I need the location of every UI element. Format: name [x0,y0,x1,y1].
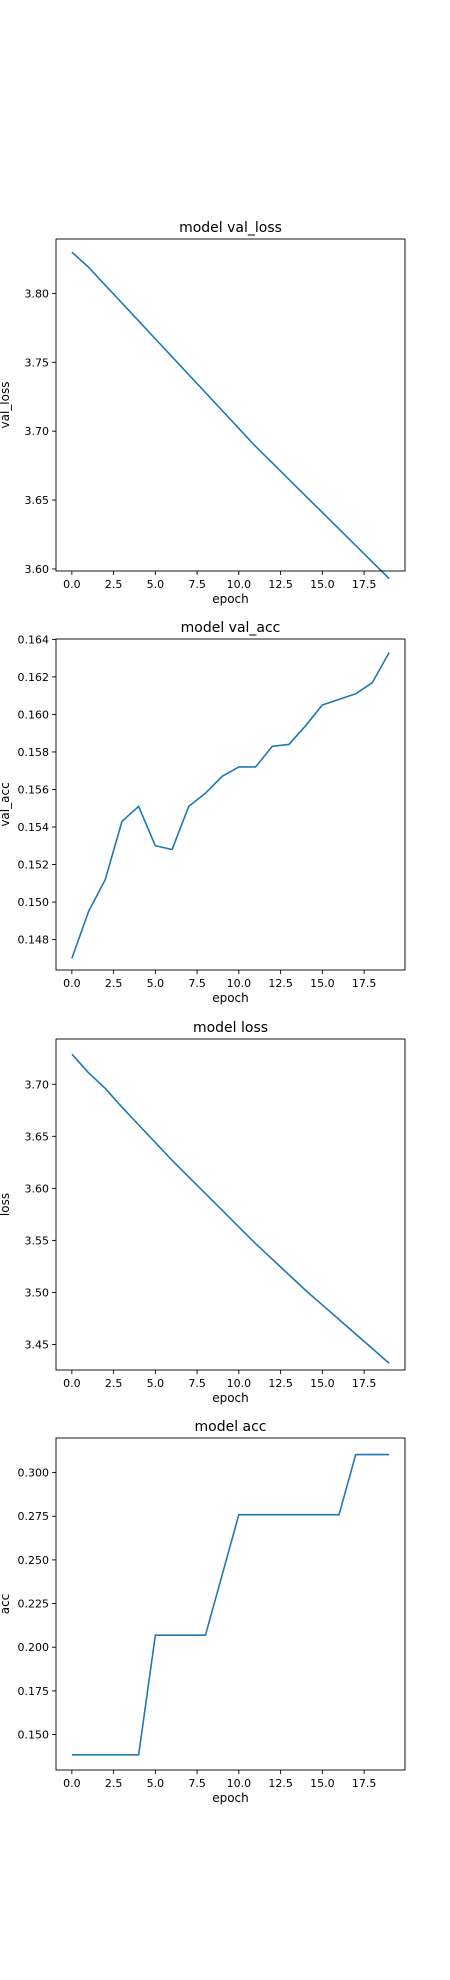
x-tick-label: 12.5 [268,977,293,990]
x-tick-label: 10.0 [227,1777,252,1790]
x-tick-label: 5.0 [147,1377,165,1390]
y-tick-label: 3.60 [25,1182,50,1195]
x-tick-label: 2.5 [105,578,123,591]
x-tick-label: 5.0 [147,1777,165,1790]
y-tick-label: 3.50 [25,1286,50,1299]
axes-frame [55,1038,406,1371]
y-tick-label: 0.156 [18,783,50,796]
y-tick-label: 0.250 [18,1554,50,1567]
axes-frame [55,238,406,572]
y-tick-label: 0.275 [18,1510,50,1523]
y-tick-label: 3.75 [25,356,50,369]
y-tick-label: 0.158 [18,746,50,759]
y-tick-label: 0.150 [18,1729,50,1742]
y-tick-label: 0.300 [18,1467,50,1480]
y-tick-label: 0.148 [18,934,50,947]
y-tick-label: 0.225 [18,1598,50,1611]
x-tick-label: 10.0 [227,977,252,990]
chart-title: model val_loss [179,220,282,236]
y-axis-label: acc [0,1594,12,1615]
y-tick-label: 3.45 [25,1338,50,1351]
y-axis-label: loss [0,1193,12,1216]
x-tick-label: 15.0 [310,578,335,591]
y-tick-label: 0.200 [18,1641,50,1654]
x-tick-label: 7.5 [188,1777,206,1790]
y-tick-label: 3.70 [25,1078,50,1091]
y-tick-label: 3.80 [25,287,50,300]
x-tick-label: 7.5 [188,977,206,990]
y-tick-label: 3.70 [25,425,50,438]
y-tick-label: 0.162 [18,671,50,684]
y-tick-label: 3.60 [25,563,50,576]
y-tick-label: 3.55 [25,1234,50,1247]
y-tick-label: 3.65 [25,494,50,507]
x-tick-label: 7.5 [188,578,206,591]
series-line [71,1453,390,1756]
x-tick-label: 17.5 [352,977,377,990]
x-tick-label: 12.5 [268,1377,293,1390]
chart-title: model acc [194,1419,266,1435]
chart-panel-model-val-acc: model val_acc 0.0 2.5 5.0 7.5 10.0 12.5 15.0 17.… [0,620,406,1005]
x-tick-label: 12.5 [268,578,293,591]
y-tick-label: 0.160 [18,708,50,721]
x-tick-label: 0.0 [63,1777,81,1790]
x-tick-label: 7.5 [188,1377,206,1390]
series-line [71,251,390,580]
chart-panel-model-acc: model acc 0.0 2.5 5.0 7.5 10.0 12.5 15.0 17.5 0.1… [0,1419,406,1805]
x-tick-label: 17.5 [352,578,377,591]
axes-frame [55,1437,406,1771]
x-axis-label: epoch [212,991,249,1005]
chart-panel-model-val-loss: model val_loss 0.0 2.5 5.0 7.5 10.0 12.5 15.0 17… [0,220,406,606]
chart-panel-model-loss: model loss 0.0 2.5 5.0 7.5 10.0 12.5 15.0 17.5 3.… [0,1020,406,1405]
x-axis-label: epoch [212,592,249,606]
x-tick-label: 15.0 [310,977,335,990]
y-axis-label: val_acc [0,782,12,826]
x-tick-label: 15.0 [310,1777,335,1790]
x-tick-label: 15.0 [310,1377,335,1390]
y-tick-label: 0.152 [18,859,50,872]
chart-title: model loss [193,1020,268,1036]
x-tick-label: 12.5 [268,1777,293,1790]
x-tick-label: 10.0 [227,578,252,591]
series-line [71,1053,390,1364]
x-tick-label: 2.5 [105,1777,123,1790]
x-tick-label: 0.0 [63,578,81,591]
x-axis-label: epoch [212,1391,249,1405]
chart-title: model val_acc [181,620,281,636]
y-tick-label: 0.175 [18,1685,50,1698]
x-tick-label: 5.0 [147,578,165,591]
x-tick-label: 0.0 [63,977,81,990]
y-tick-label: 0.150 [18,896,50,909]
y-tick-label: 3.65 [25,1130,50,1143]
x-axis-label: epoch [212,1791,249,1805]
x-tick-label: 2.5 [105,977,123,990]
x-tick-label: 17.5 [352,1377,377,1390]
y-tick-label: 0.164 [18,633,50,646]
x-tick-label: 5.0 [147,977,165,990]
axes-frame [55,638,406,971]
y-tick-label: 0.154 [18,821,50,834]
x-tick-label: 10.0 [227,1377,252,1390]
series-line [71,652,390,959]
y-axis-label: val_loss [0,382,12,429]
x-tick-label: 2.5 [105,1377,123,1390]
x-tick-label: 17.5 [352,1777,377,1790]
x-tick-label: 0.0 [63,1377,81,1390]
